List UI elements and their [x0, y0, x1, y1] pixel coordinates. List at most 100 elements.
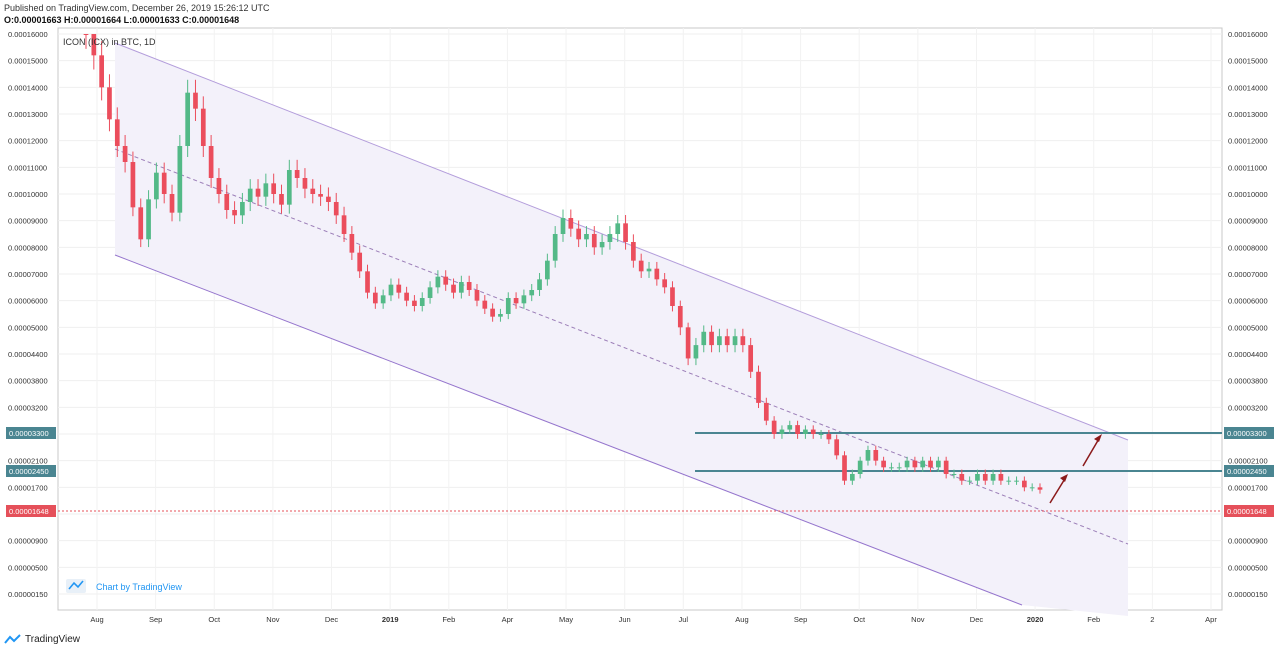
- candle: [318, 184, 323, 206]
- candle: [795, 420, 800, 439]
- candle: [951, 469, 957, 479]
- candle: [896, 462, 902, 472]
- candle: [193, 79, 198, 121]
- candle: [279, 184, 284, 214]
- candle: [865, 445, 871, 466]
- svg-text:0.00003300: 0.00003300: [1227, 429, 1267, 438]
- candle: [286, 159, 292, 214]
- candle: [107, 74, 112, 132]
- y-tick-label: 0.00014000: [8, 83, 48, 92]
- candle: [912, 456, 918, 472]
- candle: [451, 278, 456, 299]
- candle: [771, 416, 777, 439]
- channel-fill: [115, 43, 1128, 616]
- candle: [294, 159, 300, 188]
- candle: [631, 234, 636, 268]
- candle: [717, 328, 722, 353]
- candle: [545, 253, 550, 286]
- candle: [638, 253, 644, 278]
- price-tag: 0.00001648: [6, 505, 56, 517]
- candle: [982, 469, 988, 485]
- y-tick-label: 0.00006000: [1228, 297, 1268, 306]
- candle: [349, 226, 355, 260]
- footer-brand[interactable]: TradingView: [4, 633, 80, 645]
- y-tick-label: 0.00001700: [1228, 483, 1268, 492]
- candle: [584, 226, 589, 248]
- candle: [490, 303, 495, 322]
- candle: [591, 226, 597, 255]
- candle: [756, 365, 761, 409]
- candle: [154, 162, 159, 209]
- candle: [560, 209, 566, 242]
- x-tick-label: Feb: [1087, 615, 1100, 624]
- candle: [224, 184, 230, 219]
- chart-symbol-caption: ICON (ICX) in BTC, 1D: [63, 37, 156, 47]
- candle: [122, 134, 128, 173]
- y-tick-label: 0.00013000: [8, 110, 48, 119]
- candle: [701, 325, 707, 353]
- candle: [412, 295, 417, 312]
- candle: [200, 96, 206, 158]
- candle: [521, 289, 527, 309]
- candle: [365, 264, 370, 299]
- price-tag: 0.00002450: [6, 465, 56, 477]
- candle: [333, 192, 339, 224]
- candle: [458, 275, 464, 299]
- published-note: Published on TradingView.com, December 2…: [4, 3, 270, 13]
- x-tick-label: Feb: [442, 615, 455, 624]
- candle: [114, 107, 120, 158]
- candle: [732, 328, 738, 353]
- y-tick-label: 0.00007000: [1228, 270, 1268, 279]
- candle: [693, 337, 699, 366]
- y-tick-label: 0.00009000: [8, 217, 48, 226]
- candle: [928, 456, 933, 472]
- candle: [255, 179, 261, 206]
- candle: [341, 206, 347, 242]
- y-tick-label: 0.00002100: [8, 457, 48, 466]
- tradingview-watermark[interactable]: Chart by TradingView: [66, 579, 182, 593]
- candle: [466, 275, 472, 296]
- price-tag: 0.00001648: [1224, 505, 1274, 517]
- x-tick-label: 2: [1150, 615, 1154, 624]
- footer-brand-label: TradingView: [25, 633, 81, 645]
- x-tick-label: Dec: [970, 615, 984, 624]
- candle: [537, 272, 542, 296]
- candle: [748, 337, 754, 378]
- x-tick-label: Oct: [208, 615, 221, 624]
- svg-text:0.00001648: 0.00001648: [9, 507, 49, 516]
- y-tick-label: 0.00011000: [1228, 163, 1267, 172]
- candle: [654, 261, 660, 286]
- y-tick-label: 0.00000150: [8, 590, 48, 599]
- y-tick-label: 0.00000500: [8, 563, 48, 572]
- x-tick-label: May: [559, 615, 573, 624]
- candle: [474, 284, 480, 307]
- candle: [818, 429, 824, 439]
- candle: [662, 272, 668, 294]
- candle: [396, 278, 402, 299]
- candle: [763, 397, 769, 426]
- candle: [232, 201, 237, 224]
- candle: [552, 226, 558, 268]
- candle: [216, 168, 222, 204]
- tradingview-logo-icon: [4, 634, 21, 644]
- candle: [607, 226, 613, 250]
- candle: [404, 286, 409, 307]
- channel-lower-line: [114, 254, 1023, 606]
- candle: [271, 173, 277, 204]
- candle: [975, 469, 980, 485]
- candle: [240, 192, 245, 224]
- arrow-up-1: [1049, 474, 1068, 504]
- candle: [857, 456, 863, 479]
- candle: [435, 270, 441, 294]
- candle: [724, 328, 730, 353]
- x-tick-label: Nov: [266, 615, 280, 624]
- y-tick-label: 0.00014000: [1228, 83, 1268, 92]
- price-tag: 0.00003300: [1224, 427, 1274, 439]
- candle: [834, 434, 840, 460]
- candle: [138, 198, 144, 248]
- candle: [1006, 476, 1012, 485]
- y-tick-label: 0.00001700: [8, 483, 48, 492]
- y-tick-label: 0.00003200: [8, 403, 48, 412]
- candle: [990, 469, 996, 485]
